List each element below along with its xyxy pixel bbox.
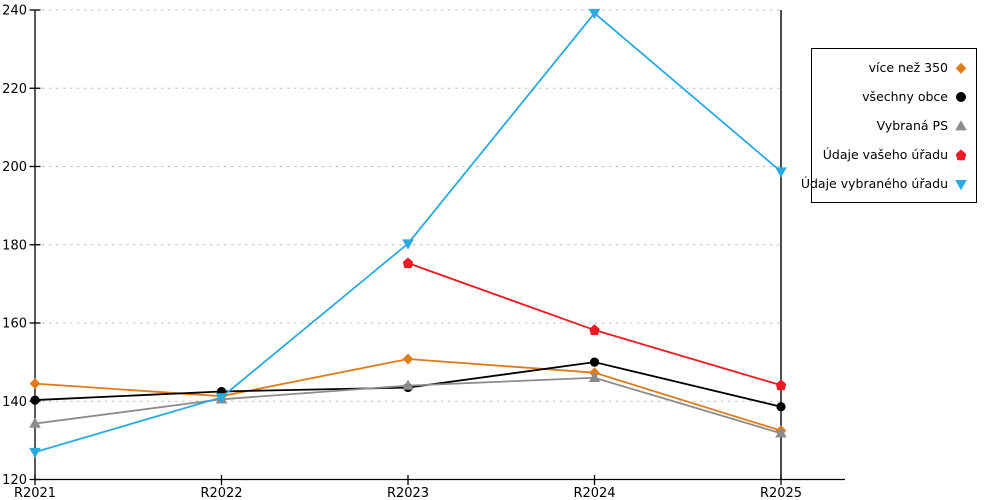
data-point-marker [775,427,787,438]
data-point-marker [29,378,41,390]
y-tick-label: 140 [2,395,27,410]
data-point-marker [589,324,600,336]
diamond-legend-icon [955,62,967,74]
data-point-marker [215,393,228,404]
legend-item: Údaje vybraného úřadu [801,169,968,198]
pentagon-legend-icon [955,148,967,160]
data-point-marker [30,395,40,405]
data-point-marker [402,239,414,250]
x-tick-label: R2024 [573,486,615,500]
x-tick-label: R2021 [14,486,56,500]
triangle-down-legend-icon [955,179,967,190]
x-tick-label: R2022 [200,486,242,500]
y-tick-label: 180 [2,238,27,253]
data-point-marker [775,167,787,178]
y-tick-label: 120 [2,473,27,488]
data-point-marker [588,8,601,20]
x-tick-label: R2025 [760,486,802,500]
circle-legend-icon [956,91,966,102]
data-point-marker [588,371,601,382]
legend-item: Vybraná PS [816,111,968,140]
legend-item: všechny obce [816,82,968,111]
data-point-marker [776,402,786,412]
data-point-marker [402,379,414,390]
data-point-marker [589,357,600,367]
data-point-marker [402,257,414,269]
legend-item: více než 350 [816,53,968,82]
legend-label: více než 350 [868,60,948,75]
data-point-marker [775,379,787,391]
y-tick-label: 200 [2,160,27,175]
data-point-marker [402,353,414,365]
data-point-marker [29,447,41,459]
legend-label: všechny obce [862,89,948,104]
legend-item: Údaje vašeho úřadu [816,140,968,169]
y-tick-label: 220 [2,82,27,97]
y-tick-label: 160 [2,317,27,332]
triangle-up-legend-icon [955,119,967,130]
series-line [407,262,782,387]
data-point-marker [29,417,41,428]
legend-label: Vybraná PS [876,118,948,133]
chart-legend: více než 350 všechny obce Vybraná PS Údaje … [801,48,977,203]
legend-label: Údaje vybraného úřadu [800,176,948,191]
legend-label: Údaje vašeho úřadu [822,147,948,162]
x-tick-label: R2023 [387,486,429,500]
y-tick-label: 240 [2,4,27,19]
